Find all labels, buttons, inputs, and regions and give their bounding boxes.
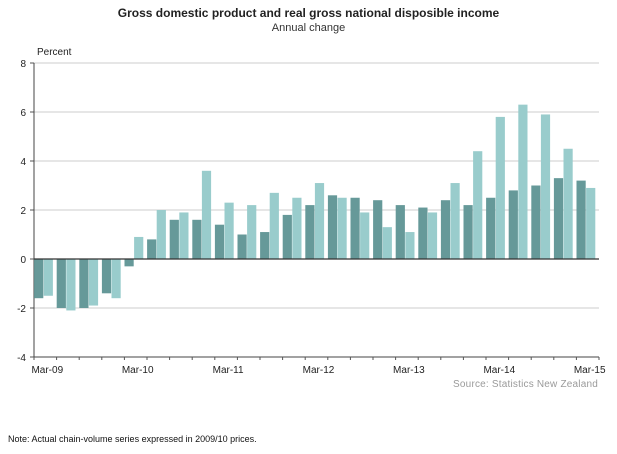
x-tick-label: Mar-10 — [122, 365, 154, 376]
footnote: Note: Actual chain-volume series express… — [8, 434, 257, 444]
bar-gdp — [486, 197, 496, 259]
bar-gdp — [56, 259, 66, 308]
chart-title: Gross domestic product and real gross na… — [117, 6, 500, 20]
y-tick-label: 6 — [20, 108, 26, 119]
bar-rgndi — [360, 212, 370, 259]
bar-gdp — [169, 219, 179, 259]
bar-rgndi — [247, 205, 257, 259]
bar-gdp — [350, 197, 360, 259]
bar-rgndi — [427, 212, 438, 259]
bar-gdp — [101, 259, 112, 294]
bar-rgndi — [201, 170, 212, 259]
bar-rgndi — [88, 259, 99, 306]
y-tick-label: 4 — [20, 157, 26, 168]
bar-gdp — [260, 232, 270, 259]
bar-rgndi — [495, 116, 505, 260]
bar-gdp — [463, 205, 473, 259]
bar-rgndi — [111, 259, 121, 299]
bar-rgndi — [292, 197, 302, 259]
bar-rgndi — [43, 259, 53, 296]
x-tick-label: Mar-13 — [393, 365, 425, 376]
bar-rgndi — [134, 236, 144, 259]
y-tick-label: -2 — [17, 304, 26, 315]
bar-gdp — [192, 219, 202, 259]
bar-rgndi — [518, 104, 528, 260]
bar-rgndi — [405, 232, 415, 259]
bar-rgndi — [179, 212, 189, 259]
bar-rgndi — [66, 259, 76, 311]
bar-gdp — [327, 195, 338, 259]
bar-rgndi — [540, 114, 551, 259]
source-label: Source: Statistics New Zealand — [453, 379, 598, 390]
bar-gdp — [576, 180, 586, 259]
x-tick-label: Mar-11 — [213, 365, 244, 376]
bar-gdp — [440, 200, 451, 259]
bar-gdp — [237, 234, 247, 259]
bar-gdp — [418, 207, 428, 259]
bar-gdp — [79, 259, 89, 308]
chart-subtitle: Annual change — [271, 22, 346, 34]
y-tick-label: 0 — [20, 255, 26, 266]
y-axis-label: Percent — [37, 47, 72, 58]
y-tick-label: 8 — [20, 59, 26, 70]
y-tick-label: 2 — [20, 206, 26, 217]
bar-rgndi — [563, 148, 573, 259]
bar-rgndi — [269, 192, 279, 259]
bar-gdp — [282, 214, 292, 259]
bar-rgndi — [314, 183, 325, 259]
bar-gdp — [553, 178, 564, 259]
bar-rgndi — [450, 183, 460, 259]
bar-gdp — [147, 239, 157, 259]
y-tick-label: -4 — [17, 353, 26, 364]
bar-rgndi — [156, 210, 166, 259]
bar-gdp — [34, 259, 44, 299]
bar-gdp — [214, 224, 225, 259]
bar-gdp — [531, 185, 541, 259]
x-tick-label: Mar-15 — [574, 365, 606, 376]
bar-gdp — [395, 205, 405, 259]
bar-gdp — [305, 205, 315, 259]
x-tick-label: Mar-12 — [303, 365, 335, 376]
bar-rgndi — [224, 202, 234, 259]
bar-rgndi — [586, 187, 596, 259]
bar-rgndi — [337, 197, 347, 259]
x-tick-label: Mar-09 — [31, 365, 63, 376]
bar-gdp — [124, 259, 134, 267]
bar-rgndi — [382, 227, 392, 259]
x-tick-label: Mar-14 — [483, 365, 515, 376]
bar-gdp — [373, 200, 383, 259]
bar-gdp — [508, 190, 518, 259]
bar-rgndi — [473, 151, 483, 259]
